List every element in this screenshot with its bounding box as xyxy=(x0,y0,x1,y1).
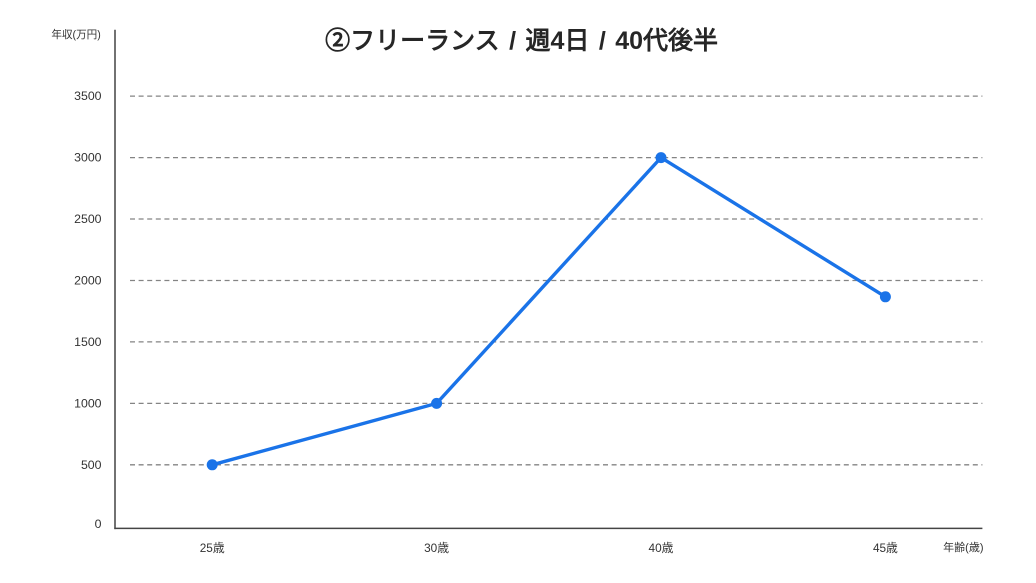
svg-text:2000: 2000 xyxy=(74,274,102,288)
svg-text:1500: 1500 xyxy=(74,335,102,349)
svg-text:1000: 1000 xyxy=(74,396,102,410)
svg-text:3500: 3500 xyxy=(74,89,102,103)
svg-text:30歳: 30歳 xyxy=(424,541,449,555)
svg-text:3000: 3000 xyxy=(74,151,102,165)
svg-text:40歳: 40歳 xyxy=(649,541,674,555)
svg-text:25歳: 25歳 xyxy=(200,541,225,555)
svg-text:年収(万円): 年収(万円) xyxy=(51,28,100,41)
svg-text:②フリーランス / 週4日 / 40代後半: ②フリーランス / 週4日 / 40代後半 xyxy=(325,26,718,55)
svg-text:年齢(歳): 年齢(歳) xyxy=(943,540,983,554)
svg-text:2500: 2500 xyxy=(74,212,102,226)
svg-text:0: 0 xyxy=(95,517,102,531)
svg-text:45歳: 45歳 xyxy=(873,541,898,555)
svg-text:500: 500 xyxy=(81,458,102,472)
